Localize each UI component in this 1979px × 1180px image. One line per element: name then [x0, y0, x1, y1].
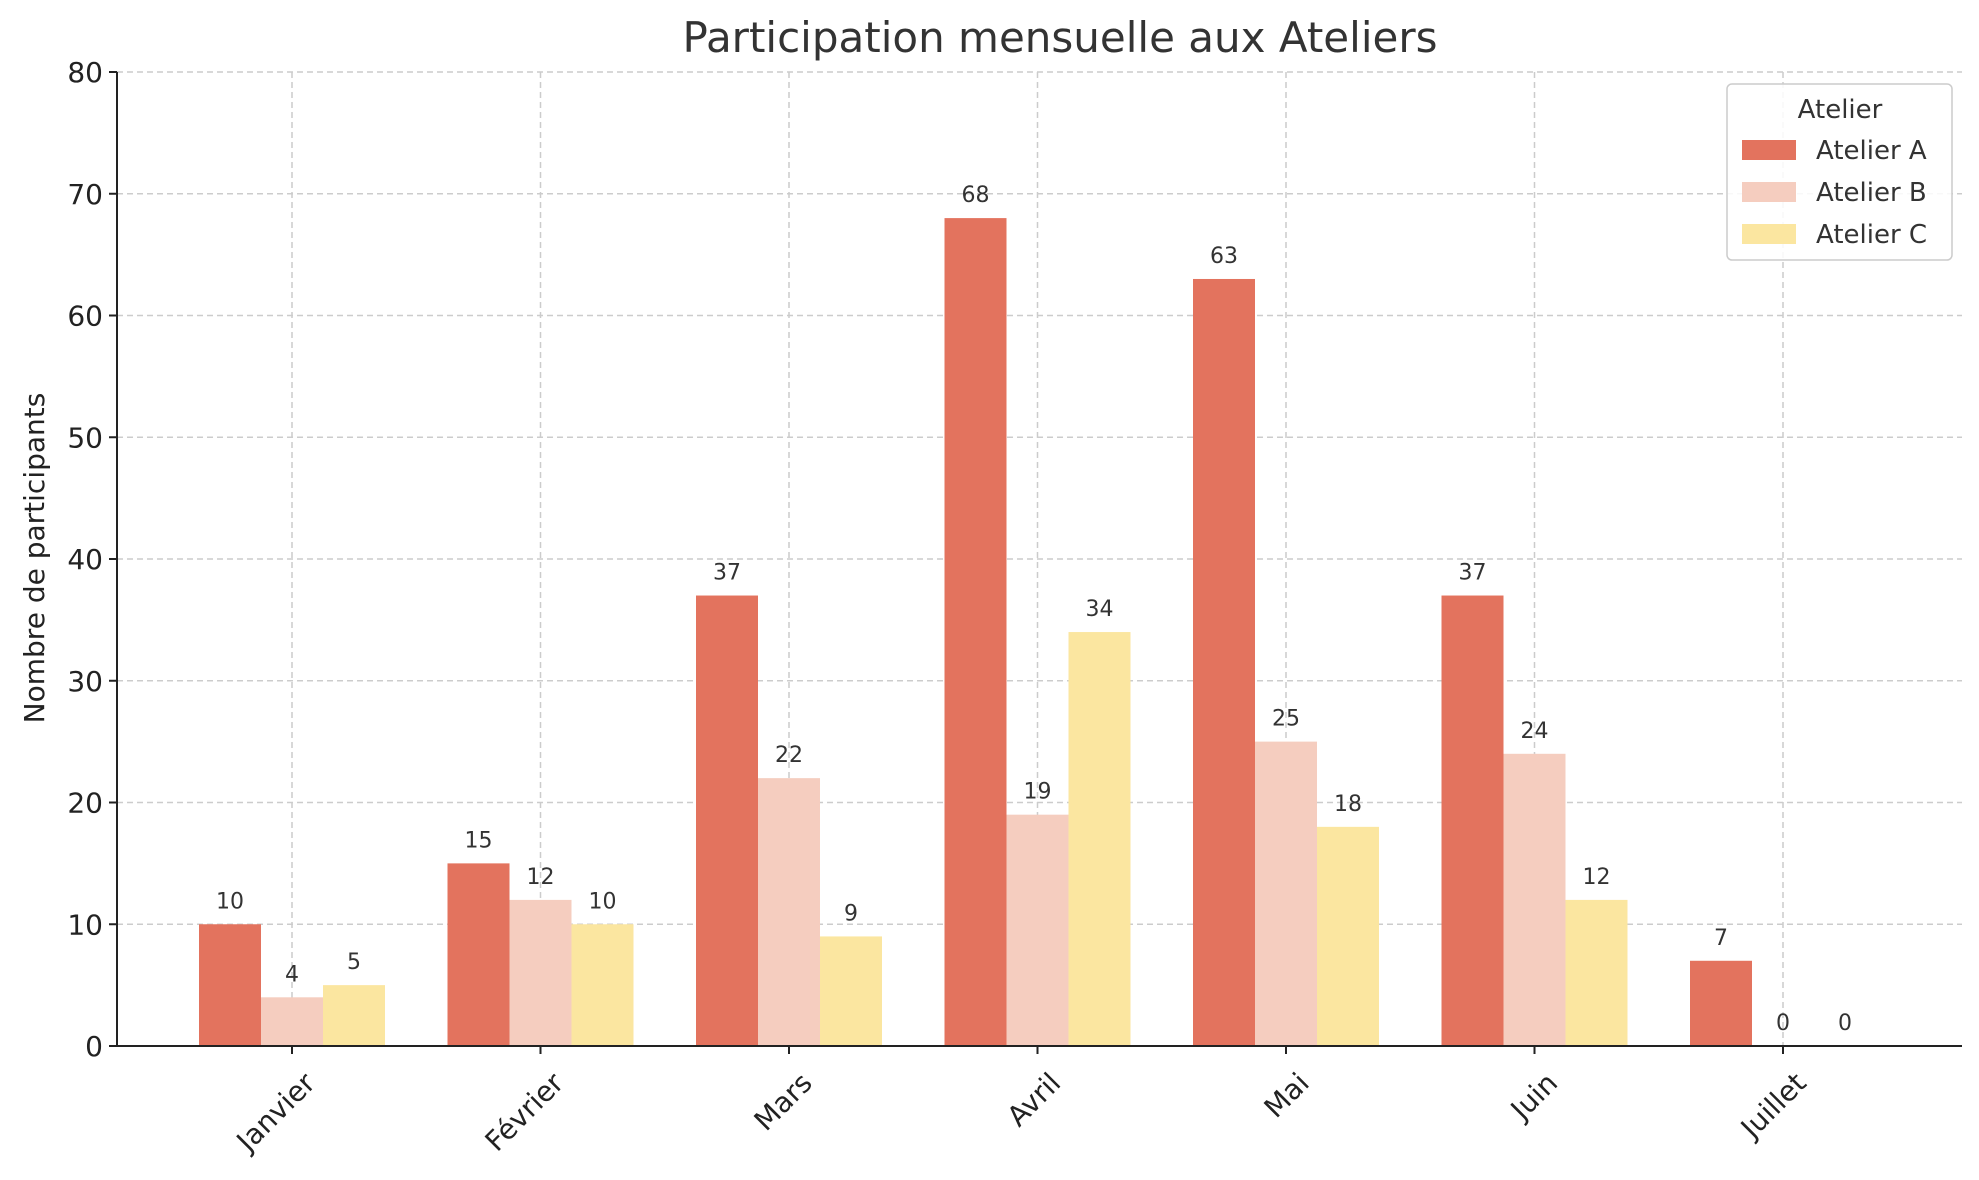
bar-atelier-c-4 [1317, 826, 1379, 1046]
y-axis-title: Nombre de participants [18, 393, 51, 724]
bar-atelier-b-2 [758, 778, 820, 1046]
y-tick-label: 0 [85, 1030, 103, 1063]
data-label: 0 [1776, 1011, 1790, 1036]
bar-atelier-c-5 [1565, 899, 1628, 1046]
y-tick-label: 10 [67, 908, 103, 941]
bar-atelier-a-0 [199, 924, 261, 1046]
data-labels: 10 4 5 15 12 10 37 22 9 68 19 34 63 25 18 37 24 12 7 0 0 [216, 183, 1852, 1036]
bar-atelier-a-5 [1441, 595, 1504, 1046]
data-label: 19 [1024, 780, 1052, 805]
data-label: 9 [844, 901, 858, 926]
legend-label: Atelier A [1816, 136, 1927, 166]
bar-atelier-a-1 [447, 863, 510, 1046]
data-label: 15 [465, 828, 493, 853]
legend-label: Atelier B [1816, 178, 1927, 208]
data-label: 68 [962, 183, 990, 208]
legend-swatch [1742, 140, 1796, 160]
bar-atelier-c-3 [1068, 632, 1131, 1046]
legend-swatch [1742, 224, 1796, 244]
data-label: 12 [527, 865, 555, 890]
y-tick-label: 40 [67, 543, 103, 576]
x-ticks: Janvier Février Mars Avril Mai Juin Juillet [229, 1046, 1813, 1159]
x-tick-label: Mai [1258, 1066, 1316, 1124]
x-tick-label: Avril [1001, 1066, 1068, 1133]
data-label: 12 [1583, 865, 1611, 890]
data-label: 10 [216, 889, 244, 914]
data-label: 24 [1521, 719, 1549, 744]
data-label: 5 [347, 950, 361, 975]
bar-atelier-b-5 [1503, 753, 1566, 1046]
bar-atelier-b-0 [261, 997, 323, 1046]
y-tick-label: 50 [67, 421, 103, 454]
bar-atelier-c-2 [820, 936, 882, 1046]
data-label: 0 [1838, 1011, 1852, 1036]
x-tick-label: Juillet [1733, 1066, 1813, 1146]
bar-atelier-b-1 [509, 899, 572, 1046]
legend-box [1726, 83, 1953, 261]
y-tick-label: 70 [67, 178, 103, 211]
y-tick-label: 30 [67, 665, 103, 698]
data-label: 25 [1272, 707, 1300, 732]
y-tick-label: 60 [67, 300, 103, 333]
legend-items: Atelier A Atelier B Atelier C [1742, 136, 1927, 250]
data-label: 34 [1086, 597, 1114, 622]
y-tick-label: 20 [67, 787, 103, 820]
chart-title: Participation mensuelle aux Ateliers [683, 13, 1438, 62]
data-label: 22 [775, 743, 803, 768]
x-tick-label: Janvier [229, 1066, 322, 1159]
legend-label: Atelier C [1816, 220, 1927, 250]
legend-title: Atelier [1798, 95, 1883, 125]
data-label: 37 [713, 561, 741, 586]
x-tick-label: Juin [1503, 1066, 1564, 1127]
bar-atelier-a-2 [696, 595, 758, 1046]
data-label: 37 [1459, 561, 1487, 586]
bar-atelier-c-1 [571, 924, 634, 1046]
bar-atelier-a-3 [944, 218, 1007, 1047]
y-ticks: 0 10 20 30 40 50 60 70 80 [67, 56, 117, 1063]
bar-atelier-c-0 [323, 985, 385, 1046]
x-tick-label: Février [479, 1066, 571, 1158]
data-label: 63 [1210, 244, 1238, 269]
bar-atelier-b-4 [1255, 741, 1317, 1046]
bars [199, 218, 1752, 1047]
bar-atelier-a-4 [1193, 278, 1255, 1047]
bar-atelier-a-6 [1690, 960, 1752, 1046]
data-label: 4 [285, 962, 299, 987]
data-label: 10 [589, 889, 617, 914]
legend: Atelier Atelier A Atelier B Atelier C [1726, 83, 1953, 261]
data-label: 18 [1334, 792, 1362, 817]
data-label: 7 [1714, 926, 1728, 951]
bar-atelier-b-3 [1006, 814, 1069, 1046]
x-tick-label: Mars [748, 1066, 819, 1137]
legend-swatch [1742, 182, 1796, 202]
y-tick-label: 80 [67, 56, 103, 89]
